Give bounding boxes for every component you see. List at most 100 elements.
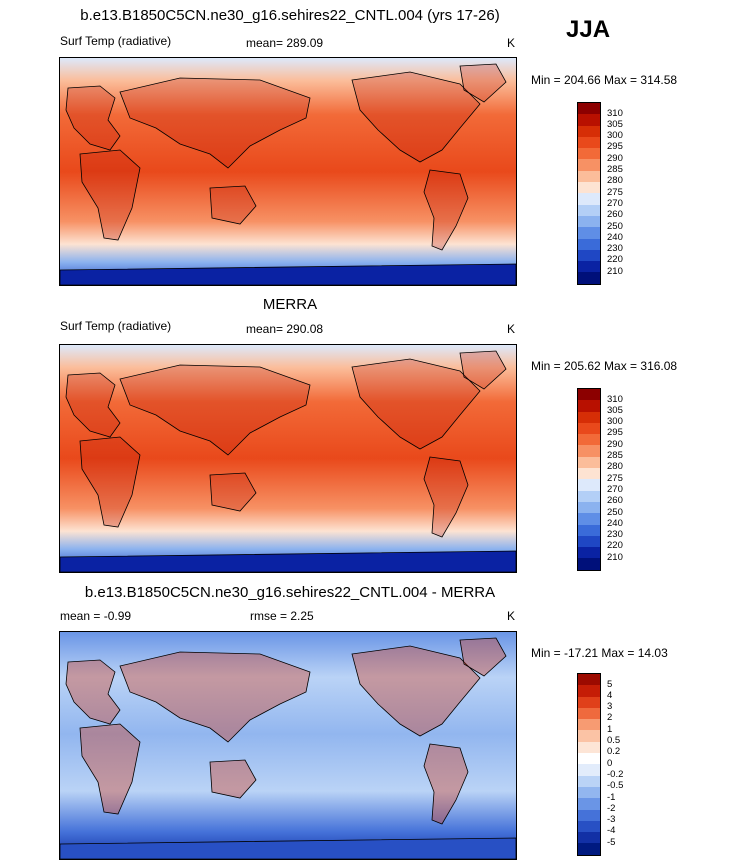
colorbar-swatch: [578, 456, 600, 469]
colorbar-tick-label: 295: [607, 427, 623, 439]
coastline: [60, 263, 516, 285]
coastline: [119, 364, 311, 456]
colorbar-tick-label: 305: [607, 118, 623, 130]
colorbar-swatch: [578, 170, 600, 183]
colorbar-swatch: [578, 227, 600, 239]
panel-3-rmse-label: rmse = 2.25: [250, 609, 314, 623]
colorbar-tick-label: 280: [607, 461, 623, 473]
colorbar-swatch: [578, 547, 600, 559]
colorbar-swatch: [578, 535, 600, 548]
colorbar-swatch: [578, 445, 600, 457]
colorbar-tick-label: 0.2: [607, 746, 621, 758]
panel-2-title: MERRA: [262, 296, 318, 313]
panel-1-colorbar-ticks: 310 305 300 295 290 285 280 275 270 260 250 240 230 2…: [607, 108, 623, 277]
colorbar-swatch: [578, 249, 600, 262]
panel-2-minmax: Min = 205.62 Max = 316.08: [531, 359, 678, 373]
colorbar-tick-label: 0: [607, 757, 613, 769]
colorbar-tick-label: 260: [607, 495, 623, 507]
colorbar-tick-label: -5: [607, 836, 616, 848]
panel-2-units: K: [507, 322, 516, 336]
panel-1-minmax: Min = 204.66 Max = 314.58: [531, 73, 678, 87]
panel-1-units: K: [507, 36, 516, 50]
colorbar-tick-label: 295: [607, 141, 623, 153]
coastline: [209, 185, 257, 225]
panel-3-units: K: [507, 609, 516, 623]
colorbar-swatch: [578, 389, 600, 401]
colorbar-tick-label: 270: [607, 483, 623, 495]
colorbar-tick-label: 270: [607, 197, 623, 209]
colorbar-tick-label: -4: [607, 825, 616, 837]
colorbar-swatch: [578, 685, 600, 697]
coastline: [65, 372, 121, 438]
colorbar-swatch: [578, 832, 600, 844]
colorbar-swatch: [578, 707, 600, 720]
coastline: [65, 85, 121, 151]
colorbar-swatch: [578, 558, 600, 570]
coastline: [423, 456, 469, 538]
panel-2-map: [59, 344, 517, 573]
colorbar-swatch: [578, 204, 600, 216]
panel-2-variable-label: Surf Temp (radiative): [60, 319, 172, 333]
colorbar-swatch: [578, 272, 600, 284]
colorbar-tick-label: 2: [607, 712, 613, 724]
panel-3-colorbar: [577, 673, 601, 856]
panel-3-colorbar-ticks: 5 4 3 2 1 0.5 0.2 0 -0.2 -0.5 -1 -2 -3 -4 -5: [607, 679, 623, 848]
colorbar-swatch: [578, 696, 600, 708]
colorbar-tick-label: 230: [607, 529, 623, 541]
colorbar-swatch: [578, 400, 600, 412]
colorbar-swatch: [578, 182, 600, 194]
colorbar-swatch: [578, 261, 600, 273]
colorbar-swatch: [578, 524, 600, 536]
coastline: [351, 71, 481, 163]
colorbar-swatch: [578, 238, 600, 250]
panel-3-title: b.e13.B1850C5CN.ne30_g16.sehires22_CNTL.…: [84, 584, 496, 601]
colorbar-tick-label: 250: [607, 506, 623, 518]
colorbar-swatch: [578, 136, 600, 149]
colorbar-tick-label: 240: [607, 517, 623, 529]
colorbar-tick-label: 290: [607, 152, 623, 164]
colorbar-swatch: [578, 786, 600, 799]
colorbar-swatch: [578, 775, 600, 787]
panel-1-colorbar: [577, 102, 601, 285]
colorbar-swatch: [578, 125, 600, 137]
colorbar-swatch: [578, 730, 600, 742]
colorbar-tick-label: 220: [607, 254, 623, 266]
colorbar-swatch: [578, 820, 600, 833]
colorbar-tick-label: 290: [607, 438, 623, 450]
colorbar-tick-label: -2: [607, 802, 616, 814]
colorbar-swatch: [578, 798, 600, 810]
colorbar-swatch: [578, 843, 600, 855]
colorbar-swatch: [578, 764, 600, 776]
coastline: [423, 169, 469, 251]
panel-2-colorbar-ticks: 310 305 300 295 290 285 280 275 270 260 250 240 230 2…: [607, 394, 623, 563]
colorbar-tick-label: 240: [607, 231, 623, 243]
colorbar-tick-label: 310: [607, 107, 623, 119]
colorbar-swatch: [578, 719, 600, 731]
coastline: [459, 350, 507, 390]
colorbar-swatch: [578, 103, 600, 115]
colorbar-tick-label: 220: [607, 540, 623, 552]
colorbar-swatch: [578, 741, 600, 754]
colorbar-swatch: [578, 468, 600, 480]
panel-1-mean-label: mean= 289.09: [246, 36, 324, 50]
coastline: [79, 436, 141, 528]
colorbar-tick-label: -0.5: [607, 780, 624, 792]
coastline: [65, 659, 121, 725]
colorbar-tick-label: 305: [607, 404, 623, 416]
colorbar-swatch: [578, 501, 600, 514]
colorbar-tick-label: -1: [607, 791, 616, 803]
coastline: [351, 645, 481, 737]
coastline: [119, 77, 311, 169]
colorbar-tick-label: 250: [607, 220, 623, 232]
colorbar-tick-label: 275: [607, 472, 623, 484]
coastline: [423, 743, 469, 825]
coastline: [459, 637, 507, 677]
coastline: [459, 63, 507, 103]
coastline: [79, 723, 141, 815]
coastline: [79, 149, 141, 241]
colorbar-tick-label: 285: [607, 164, 623, 176]
panel-2-mean-label: mean= 290.08: [246, 322, 324, 336]
season-label: JJA: [566, 16, 611, 43]
colorbar-swatch: [578, 114, 600, 126]
colorbar-tick-label: -0.2: [607, 768, 624, 780]
